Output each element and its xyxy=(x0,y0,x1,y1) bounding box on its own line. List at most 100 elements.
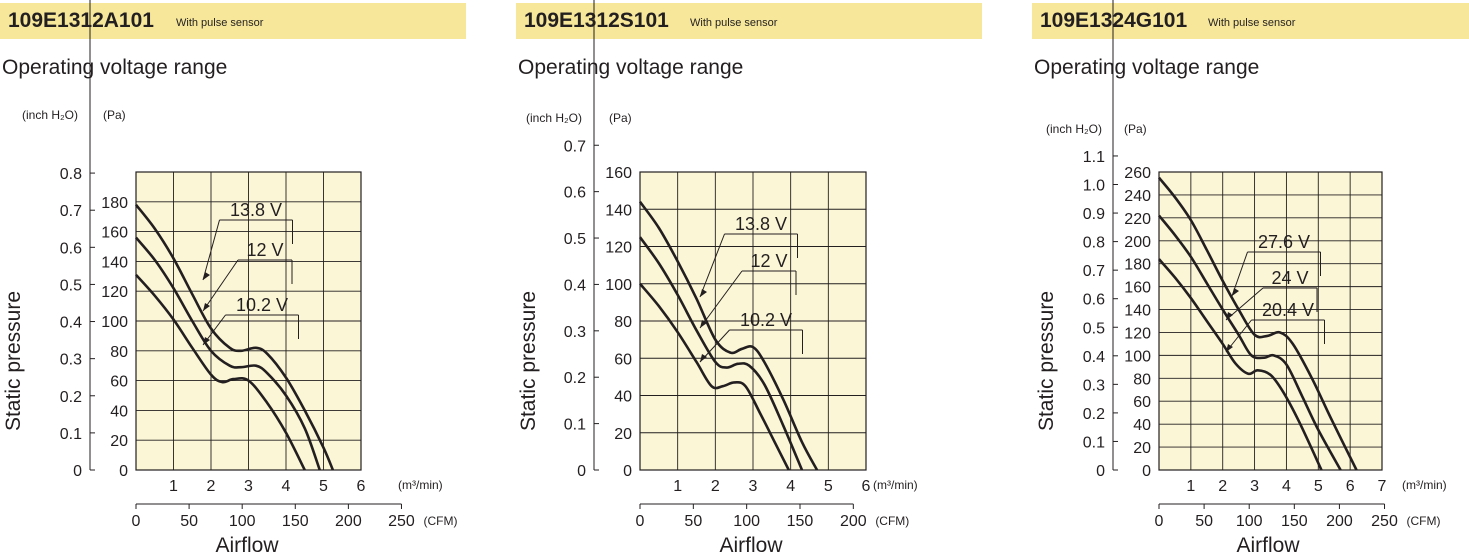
m3-tick-label: 6 xyxy=(1346,478,1355,495)
inch-tick-label: 0.3 xyxy=(1083,377,1105,394)
m3-tick-label: 3 xyxy=(749,478,758,495)
pa-tick-label: 160 xyxy=(1124,280,1151,297)
cfm-tick-label: 50 xyxy=(1195,513,1213,530)
pa-tick-label: 160 xyxy=(101,225,128,242)
pa-unit-label: (Pa) xyxy=(1124,122,1147,136)
panel-2: 109E1312S101 With pulse sensor Operating… xyxy=(516,0,986,559)
m3-tick-label: 2 xyxy=(711,478,720,495)
model-name: 109E1312S101 xyxy=(524,9,669,32)
pa-tick-label: 60 xyxy=(614,351,632,368)
section-title: Operating voltage range xyxy=(518,56,744,79)
pa-tick-label: 140 xyxy=(605,202,632,219)
pa-tick-label: 40 xyxy=(110,403,128,420)
inch-unit-label: (inch H₂O) xyxy=(22,108,78,122)
inch-tick-label: 0.5 xyxy=(564,231,586,248)
m3-tick-label: 5 xyxy=(824,478,833,495)
inch-tick-label: 1.0 xyxy=(1083,178,1105,195)
m3-tick-label: 1 xyxy=(169,478,178,495)
m3-unit-label: (m³/min) xyxy=(873,478,918,492)
cfm-tick-label: 150 xyxy=(1281,513,1308,530)
inch-tick-label: 0.1 xyxy=(1083,434,1105,451)
pa-tick-label: 100 xyxy=(605,277,632,294)
label-arrowhead xyxy=(203,337,210,345)
label-arrowhead xyxy=(1226,312,1233,320)
inch-tick-label: 0.6 xyxy=(60,240,82,257)
pa-tick-label: 100 xyxy=(101,314,128,331)
m3-tick-label: 3 xyxy=(244,478,253,495)
pa-tick-label: 120 xyxy=(101,284,128,301)
pa-tick-label: 0 xyxy=(119,463,128,480)
label-arrowhead xyxy=(700,320,707,328)
y-axis-title: Static pressure xyxy=(1035,291,1058,431)
pa-tick-label: 40 xyxy=(614,389,632,406)
cfm-unit-label: (CFM) xyxy=(423,514,457,528)
pa-tick-label: 240 xyxy=(1124,188,1151,205)
m3-tick-label: 6 xyxy=(862,478,871,495)
x-axis-title: Airflow xyxy=(215,534,279,557)
label-arrowhead xyxy=(203,303,210,311)
inch-tick-label: 0.4 xyxy=(60,315,82,332)
y-axis-title: Static pressure xyxy=(2,291,25,431)
inch-tick-label: 0.6 xyxy=(564,185,586,202)
m3-tick-label: 5 xyxy=(1314,478,1323,495)
pa-tick-label: 20 xyxy=(614,426,632,443)
pa-tick-label: 140 xyxy=(1124,303,1151,320)
model-name: 109E1312A101 xyxy=(8,9,154,32)
inch-tick-label: 0.1 xyxy=(564,417,586,434)
inch-tick-label: 0.5 xyxy=(60,277,82,294)
pa-tick-label: 180 xyxy=(1124,257,1151,274)
cfm-tick-label: 200 xyxy=(840,513,867,530)
pa-tick-label: 40 xyxy=(1133,417,1151,434)
cfm-tick-label: 100 xyxy=(229,513,256,530)
model-bar: 109E1324G101 With pulse sensor xyxy=(1032,3,1469,39)
cfm-tick-label: 0 xyxy=(1155,513,1164,530)
inch-tick-label: 0.6 xyxy=(1083,292,1105,309)
y-axis-title: Static pressure xyxy=(517,291,540,431)
inch-tick-label: 0.4 xyxy=(1083,349,1105,366)
pa-tick-label: 140 xyxy=(101,254,128,271)
pq-curve-24-V xyxy=(1157,214,1342,471)
cfm-tick-label: 100 xyxy=(733,513,760,530)
pa-tick-label: 60 xyxy=(110,374,128,391)
inch-tick-label: 0.4 xyxy=(564,277,586,294)
m3-unit-label: (m³/min) xyxy=(1402,478,1447,492)
m3-tick-label: 2 xyxy=(207,478,216,495)
pa-tick-label: 80 xyxy=(614,314,632,331)
pa-tick-label: 0 xyxy=(623,463,632,480)
inch-tick-label: 1.1 xyxy=(1083,149,1105,166)
section-title: Operating voltage range xyxy=(2,56,228,79)
inch-tick-label: 0.5 xyxy=(1083,320,1105,337)
m3-tick-label: 5 xyxy=(319,478,328,495)
m3-tick-label: 1 xyxy=(673,478,682,495)
m3-tick-label: 6 xyxy=(357,478,366,495)
inch-tick-label: 0.3 xyxy=(564,324,586,341)
inch-tick-label: 0.3 xyxy=(60,352,82,369)
inch-tick-label: 0 xyxy=(73,463,82,480)
m3-tick-label: 7 xyxy=(1378,478,1387,495)
model-note: With pulse sensor xyxy=(690,17,778,29)
pq-curve-27-6-V xyxy=(1157,176,1358,471)
pq-curve-chart-2: 02040608010012014016000.10.20.30.40.50.6… xyxy=(517,0,918,557)
inch-unit-label: (inch H₂O) xyxy=(526,111,582,125)
cfm-tick-label: 100 xyxy=(1236,513,1263,530)
cfm-tick-label: 0 xyxy=(636,513,645,530)
label-leader xyxy=(699,233,725,298)
inch-tick-label: 0.8 xyxy=(60,166,82,183)
pq-curve-20-4-V xyxy=(1158,258,1323,471)
cfm-tick-label: 250 xyxy=(1371,513,1398,530)
pa-tick-label: 60 xyxy=(1133,394,1151,411)
model-note: With pulse sensor xyxy=(176,17,264,29)
pa-tick-label: 220 xyxy=(1124,211,1151,228)
inch-tick-label: 0.7 xyxy=(60,203,82,220)
inch-tick-label: 0.2 xyxy=(60,389,82,406)
pa-tick-label: 180 xyxy=(101,195,128,212)
m3-tick-label: 4 xyxy=(282,478,291,495)
pq-curve-12-V xyxy=(135,236,321,471)
panel-1: 109E1312A101 With pulse sensor Operating… xyxy=(0,0,470,559)
pq-curve-chart-3: 02040608010012014016018020022024026000.1… xyxy=(1035,0,1447,557)
voltage-label: 12 V xyxy=(246,240,283,260)
voltage-label: 27.6 V xyxy=(1258,232,1310,252)
pa-tick-label: 200 xyxy=(1124,234,1151,251)
voltage-label: 24 V xyxy=(1271,268,1308,288)
label-leader xyxy=(699,270,743,329)
